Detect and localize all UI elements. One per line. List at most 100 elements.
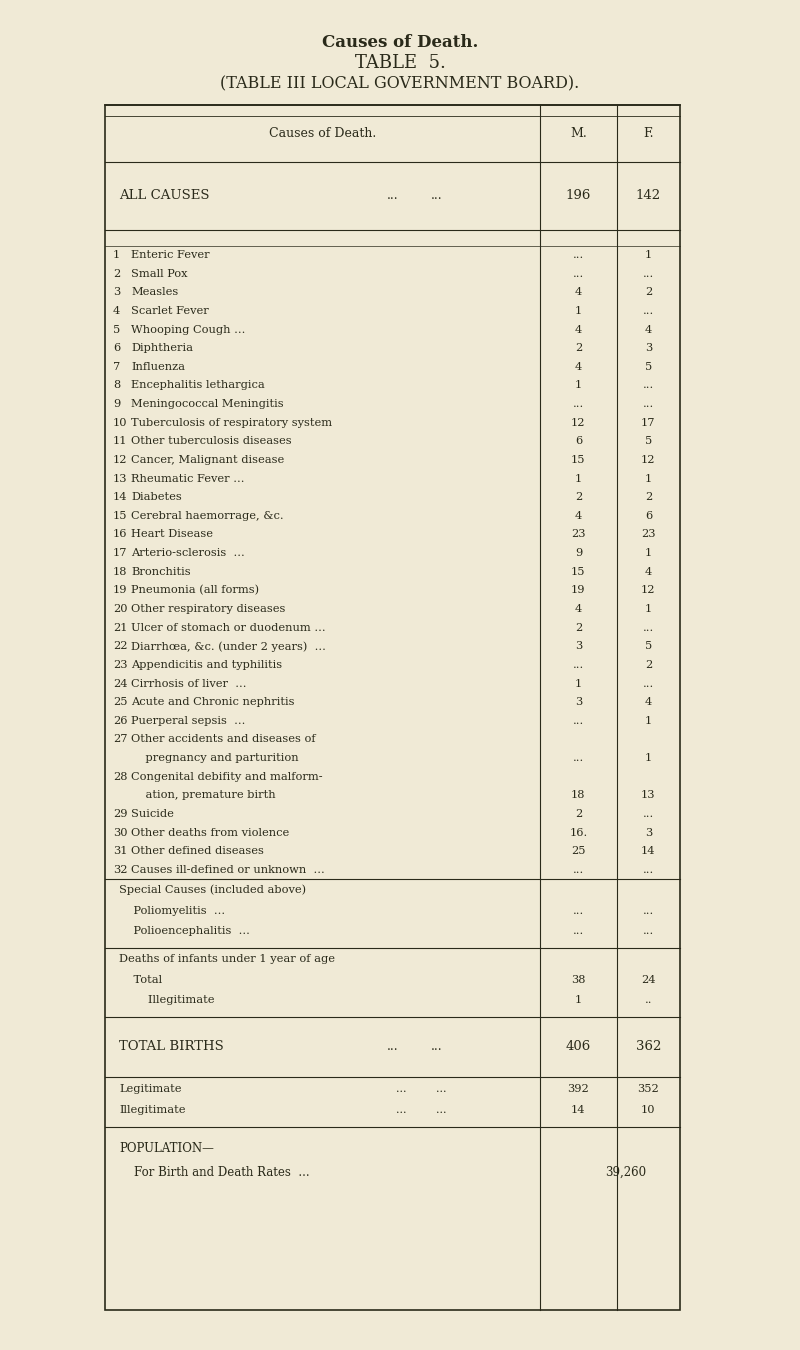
Text: Scarlet Fever: Scarlet Fever (131, 306, 209, 316)
Text: Total: Total (119, 975, 162, 984)
Text: Legitimate: Legitimate (119, 1084, 182, 1095)
Text: 2: 2 (113, 269, 120, 278)
Text: 32: 32 (113, 865, 127, 875)
Text: 20: 20 (113, 603, 127, 614)
Text: Appendicitis and typhilitis: Appendicitis and typhilitis (131, 660, 282, 670)
Text: TABLE  5.: TABLE 5. (354, 54, 446, 72)
Text: 14: 14 (641, 846, 656, 856)
Text: 1: 1 (574, 381, 582, 390)
Text: ...: ... (435, 1106, 446, 1115)
Text: Arterio-sclerosis  ...: Arterio-sclerosis ... (131, 548, 245, 558)
Text: 2: 2 (645, 288, 652, 297)
Text: 31: 31 (113, 846, 127, 856)
Text: Diarrhœa, &c. (under 2 years)  ...: Diarrhœa, &c. (under 2 years) ... (131, 641, 326, 652)
Text: 4: 4 (574, 510, 582, 521)
Text: ...: ... (573, 250, 584, 261)
Text: (TABLE III LOCAL GOVERNMENT BOARD).: (TABLE III LOCAL GOVERNMENT BOARD). (220, 76, 580, 93)
Text: 362: 362 (636, 1041, 661, 1053)
Text: 3: 3 (113, 288, 120, 297)
Text: Influenza: Influenza (131, 362, 186, 371)
Text: 25: 25 (571, 846, 586, 856)
Text: 5: 5 (645, 436, 652, 447)
Text: ...: ... (573, 716, 584, 726)
Text: 4: 4 (645, 567, 652, 576)
Text: Puerperal sepsis  ...: Puerperal sepsis ... (131, 716, 246, 726)
Text: 1: 1 (645, 603, 652, 614)
Text: Diabetes: Diabetes (131, 493, 182, 502)
Text: ...: ... (642, 622, 654, 633)
Text: 12: 12 (571, 417, 586, 428)
Text: Meningococcal Meningitis: Meningococcal Meningitis (131, 400, 284, 409)
Text: Special Causes (included above): Special Causes (included above) (119, 884, 306, 895)
Text: Heart Disease: Heart Disease (131, 529, 213, 540)
Text: 6: 6 (574, 436, 582, 447)
Text: 13: 13 (113, 474, 127, 483)
Text: Enteric Fever: Enteric Fever (131, 250, 210, 261)
Text: Other tuberculosis diseases: Other tuberculosis diseases (131, 436, 292, 447)
Text: ...: ... (435, 1084, 446, 1095)
Text: For Birth and Death Rates  ...: For Birth and Death Rates ... (119, 1166, 310, 1180)
Text: ...: ... (642, 926, 654, 937)
Text: 5: 5 (645, 362, 652, 371)
Text: 15: 15 (571, 455, 586, 464)
Text: 2: 2 (574, 493, 582, 502)
Text: 4: 4 (113, 306, 120, 316)
Text: 2: 2 (645, 493, 652, 502)
Text: 24: 24 (641, 975, 656, 984)
Text: Diphtheria: Diphtheria (131, 343, 194, 354)
Text: 12: 12 (641, 455, 656, 464)
Text: 2: 2 (574, 809, 582, 819)
Text: 10: 10 (641, 1106, 656, 1115)
Text: ...: ... (387, 189, 398, 202)
Text: ...: ... (642, 269, 654, 278)
Text: 4: 4 (574, 603, 582, 614)
Text: 406: 406 (566, 1041, 591, 1053)
Text: 7: 7 (113, 362, 120, 371)
Text: 5: 5 (645, 641, 652, 651)
Text: 22: 22 (113, 641, 127, 651)
Text: TOTAL BIRTHS: TOTAL BIRTHS (119, 1041, 224, 1053)
Text: 19: 19 (113, 586, 127, 595)
Text: 4: 4 (574, 362, 582, 371)
Text: ...: ... (642, 306, 654, 316)
Text: Rheumatic Fever ...: Rheumatic Fever ... (131, 474, 245, 483)
Text: Cirrhosis of liver  ...: Cirrhosis of liver ... (131, 679, 246, 688)
Text: ...: ... (573, 660, 584, 670)
Text: Measles: Measles (131, 288, 178, 297)
Text: 3: 3 (574, 697, 582, 707)
Text: Illegitimate: Illegitimate (119, 995, 214, 1006)
Text: POPULATION—: POPULATION— (119, 1142, 214, 1156)
Text: Congenital debifity and malform-: Congenital debifity and malform- (131, 772, 323, 782)
Text: ...: ... (573, 269, 584, 278)
Text: 1: 1 (645, 753, 652, 763)
Text: Suicide: Suicide (131, 809, 174, 819)
Text: ...: ... (642, 906, 654, 915)
Text: 3: 3 (645, 828, 652, 837)
Text: ation, premature birth: ation, premature birth (131, 790, 276, 801)
Text: 39,260: 39,260 (606, 1166, 646, 1180)
Text: Small Pox: Small Pox (131, 269, 188, 278)
Text: 19: 19 (571, 586, 586, 595)
Text: M.: M. (570, 127, 586, 140)
Text: 24: 24 (113, 679, 127, 688)
Text: 4: 4 (574, 324, 582, 335)
Text: Pneumonia (all forms): Pneumonia (all forms) (131, 585, 259, 595)
Text: 26: 26 (113, 716, 127, 726)
Text: 21: 21 (113, 622, 127, 633)
Text: 1: 1 (574, 306, 582, 316)
Text: ...: ... (395, 1084, 406, 1095)
Text: ...: ... (573, 400, 584, 409)
Text: ...: ... (573, 906, 584, 915)
Text: 23: 23 (113, 660, 127, 670)
Text: 1: 1 (574, 679, 582, 688)
Text: 23: 23 (571, 529, 586, 540)
Text: 38: 38 (571, 975, 586, 984)
Text: 18: 18 (571, 790, 586, 801)
Text: 352: 352 (638, 1084, 659, 1095)
Text: pregnancy and parturition: pregnancy and parturition (131, 753, 299, 763)
Text: 1: 1 (645, 548, 652, 558)
Text: Poliomyelitis  ...: Poliomyelitis ... (119, 906, 226, 915)
Text: ...: ... (642, 865, 654, 875)
Text: 1: 1 (574, 474, 582, 483)
Text: Cerebral haemorrage, &c.: Cerebral haemorrage, &c. (131, 510, 284, 521)
